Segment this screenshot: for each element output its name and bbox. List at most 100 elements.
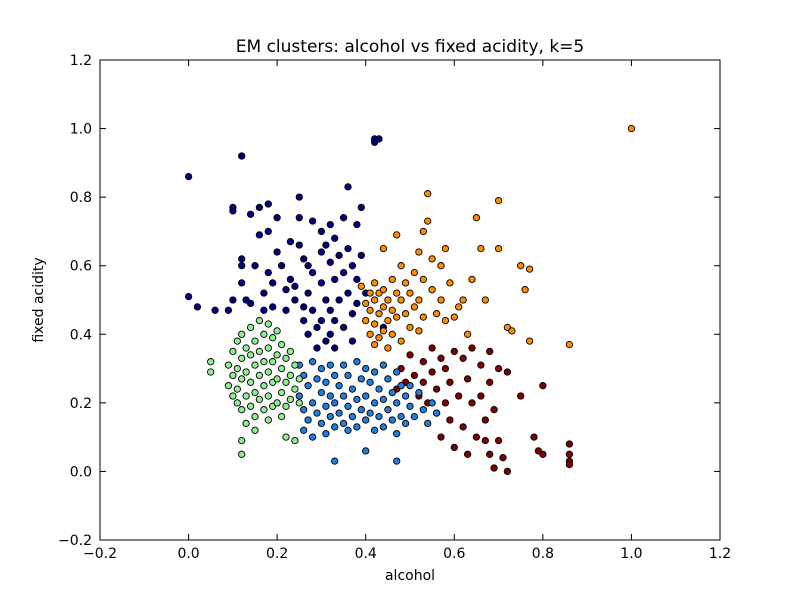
data-point: [446, 279, 454, 287]
data-point: [375, 135, 383, 143]
data-point: [255, 395, 264, 404]
data-point: [362, 392, 370, 400]
data-point: [269, 279, 277, 287]
data-point: [379, 286, 388, 294]
data-point: [565, 340, 574, 349]
data-point: [238, 255, 246, 263]
chart-title: EM clusters: alcohol vs fixed acidity, k…: [236, 37, 584, 57]
data-point: [246, 323, 255, 332]
data-point: [366, 378, 374, 386]
data-point: [282, 286, 290, 294]
data-point: [331, 423, 339, 431]
data-point: [375, 385, 383, 393]
data-point: [277, 262, 286, 270]
data-point: [322, 241, 330, 249]
data-point: [260, 406, 268, 414]
x-tick-label: 0.6: [443, 546, 465, 562]
y-tick-label: 0.6: [70, 259, 92, 275]
data-point: [477, 392, 485, 400]
data-point: [335, 296, 343, 304]
data-point: [565, 440, 574, 448]
y-tick-label: −0.2: [58, 533, 92, 549]
data-point: [348, 385, 357, 393]
data-point: [468, 344, 476, 352]
data-point: [264, 392, 272, 400]
data-point: [264, 268, 272, 277]
data-point: [242, 419, 250, 428]
data-point: [251, 426, 259, 434]
data-point: [331, 316, 339, 325]
data-point: [437, 262, 445, 270]
data-point: [251, 412, 259, 421]
data-point: [273, 351, 281, 359]
data-point: [304, 382, 312, 390]
y-axis-title: fixed acidity: [31, 257, 47, 342]
data-point: [255, 203, 264, 212]
data-point: [282, 306, 290, 314]
data-point: [379, 303, 388, 311]
data-point: [468, 399, 476, 407]
data-point: [477, 361, 485, 369]
data-point: [463, 375, 472, 383]
data-point: [273, 399, 281, 407]
data-point: [264, 227, 272, 236]
data-points: [184, 124, 636, 476]
data-point: [525, 265, 534, 273]
data-point: [277, 340, 286, 349]
data-point: [242, 392, 250, 400]
data-point: [565, 450, 574, 458]
data-point: [348, 337, 357, 345]
data-point: [348, 412, 357, 421]
data-point: [277, 412, 286, 421]
data-point: [300, 426, 308, 434]
x-tick-label: −0.2: [83, 546, 117, 562]
data-point: [353, 220, 361, 229]
data-point: [415, 296, 423, 304]
data-point: [295, 392, 303, 400]
data-point: [388, 388, 396, 397]
data-point: [441, 244, 450, 253]
data-point: [286, 238, 295, 246]
data-point: [313, 375, 321, 383]
data-point: [335, 382, 343, 390]
data-point: [229, 203, 237, 212]
data-point: [388, 330, 396, 338]
x-tick-label: 0.2: [266, 546, 288, 562]
data-point: [627, 124, 636, 133]
data-point: [437, 296, 445, 304]
data-point: [348, 262, 357, 270]
data-point: [370, 296, 379, 304]
data-point: [251, 388, 259, 397]
data-point: [406, 382, 414, 390]
data-point: [499, 454, 507, 462]
x-tick-label: 0.4: [355, 546, 377, 562]
data-point: [437, 433, 445, 441]
data-point: [494, 196, 503, 205]
data-point: [415, 248, 423, 256]
data-point: [490, 464, 498, 472]
y-tick-label: 1.2: [70, 53, 92, 69]
data-point: [264, 416, 272, 424]
data-point: [331, 344, 339, 352]
data-point: [326, 361, 334, 369]
data-point: [295, 193, 303, 201]
data-point: [331, 234, 339, 242]
data-point: [362, 447, 370, 455]
data-point: [508, 327, 516, 335]
data-point: [313, 323, 321, 332]
data-point: [238, 436, 246, 445]
data-point: [331, 399, 339, 407]
data-point: [300, 303, 308, 311]
data-point: [494, 364, 503, 373]
data-point: [304, 262, 312, 270]
data-point: [388, 416, 396, 424]
data-point: [406, 351, 414, 359]
data-point: [260, 306, 268, 314]
data-point: [375, 412, 383, 421]
data-point: [295, 214, 303, 222]
data-point: [428, 286, 436, 294]
y-tick-label: 0.8: [70, 190, 92, 206]
data-point: [397, 337, 405, 345]
data-point: [255, 316, 264, 325]
data-point: [308, 217, 317, 225]
